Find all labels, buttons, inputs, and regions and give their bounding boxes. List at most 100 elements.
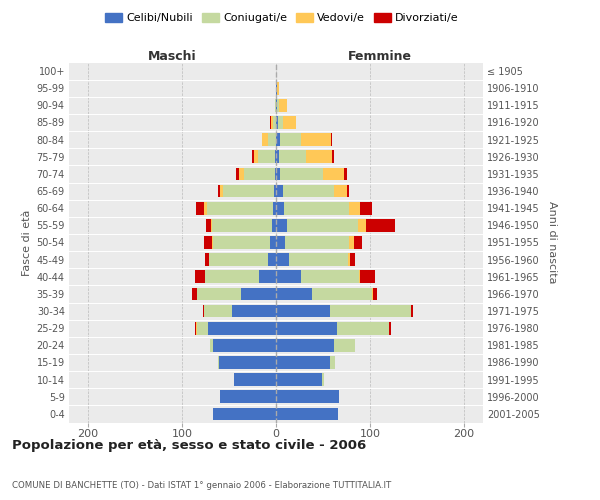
Bar [236,168,239,180]
Bar [389,322,391,334]
Bar [279,99,287,112]
Bar [273,116,276,129]
Bar [276,390,339,403]
Bar [276,150,279,163]
Bar [192,288,197,300]
Bar [206,219,211,232]
Bar [268,133,276,146]
Bar [212,236,213,249]
Bar [286,236,349,249]
Bar [280,133,301,146]
Bar [359,270,360,283]
Bar [367,219,395,232]
Bar [253,150,254,163]
Bar [203,304,205,318]
Bar [271,116,273,129]
Bar [279,150,306,163]
Bar [358,219,367,232]
Bar [412,304,413,318]
Bar [213,339,276,352]
Bar [373,288,377,300]
Bar [350,253,355,266]
Bar [306,150,332,163]
Bar [197,288,241,300]
Bar [278,116,283,129]
Bar [329,304,412,318]
Bar [347,253,350,266]
Bar [276,236,286,249]
Bar [349,236,354,249]
Bar [272,219,276,232]
Bar [276,116,278,129]
Bar [213,408,276,420]
Bar [276,339,334,352]
Bar [268,253,276,266]
Bar [210,339,213,352]
Bar [276,99,277,112]
Y-axis label: Fasce di età: Fasce di età [22,210,32,276]
Bar [244,168,275,180]
Y-axis label: Anni di nascita: Anni di nascita [547,201,557,284]
Bar [218,356,276,369]
Bar [276,288,312,300]
Bar [274,184,276,198]
Bar [337,322,389,334]
Bar [275,99,276,112]
Bar [220,390,276,403]
Bar [332,150,334,163]
Bar [312,288,372,300]
Bar [211,219,212,232]
Bar [196,202,205,214]
Bar [360,202,372,214]
Bar [276,373,322,386]
Bar [197,322,208,334]
Bar [276,82,277,94]
Bar [276,408,338,420]
Bar [301,133,331,146]
Bar [258,150,275,163]
Bar [276,133,280,146]
Bar [239,168,244,180]
Text: Femmine: Femmine [347,50,412,63]
Text: Popolazione per età, sesso e stato civile - 2006: Popolazione per età, sesso e stato civil… [12,440,366,452]
Bar [283,116,296,129]
Bar [275,168,276,180]
Bar [276,219,287,232]
Bar [301,270,359,283]
Legend: Celibi/Nubili, Coniugati/e, Vedovi/e, Divorziati/e: Celibi/Nubili, Coniugati/e, Vedovi/e, Di… [101,8,463,28]
Bar [205,253,209,266]
Bar [232,304,276,318]
Bar [276,356,329,369]
Bar [223,184,274,198]
Bar [208,202,273,214]
Bar [241,288,276,300]
Bar [360,270,375,283]
Bar [344,168,347,180]
Bar [196,322,197,334]
Bar [208,322,276,334]
Bar [276,322,337,334]
Bar [276,253,289,266]
Bar [262,133,268,146]
Bar [331,133,332,146]
Bar [323,168,344,180]
Bar [354,236,362,249]
Bar [218,184,220,198]
Bar [322,373,324,386]
Text: COMUNE DI BANCHETTE (TO) - Dati ISTAT 1° gennaio 2006 - Elaborazione TUTTITALIA.: COMUNE DI BANCHETTE (TO) - Dati ISTAT 1°… [12,481,391,490]
Bar [195,270,205,283]
Bar [209,253,268,266]
Bar [329,356,335,369]
Bar [195,322,196,334]
Bar [334,339,355,352]
Bar [276,304,329,318]
Bar [259,270,276,283]
Bar [277,99,279,112]
Bar [347,184,349,198]
Bar [334,184,347,198]
Bar [276,202,284,214]
Bar [220,184,223,198]
Bar [271,236,276,249]
Text: Maschi: Maschi [148,50,197,63]
Bar [275,150,276,163]
